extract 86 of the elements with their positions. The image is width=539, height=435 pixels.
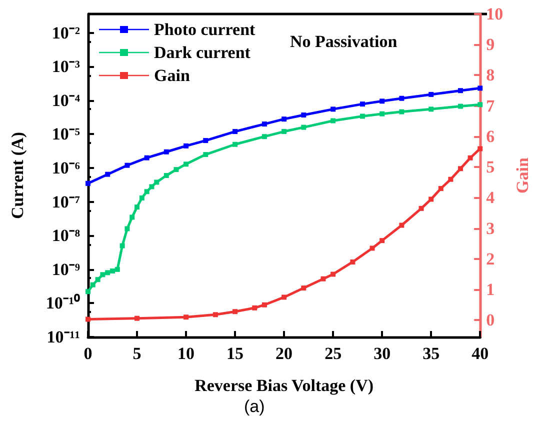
legend-label: Photo current xyxy=(154,20,256,39)
x-tick-label: 5 xyxy=(132,344,142,363)
point xyxy=(203,152,208,158)
legend-label: Gain xyxy=(154,66,190,85)
y2-tick-label: 4 xyxy=(486,188,496,208)
point xyxy=(120,243,125,248)
point xyxy=(301,112,306,118)
point xyxy=(428,92,434,97)
y-axis-title: Current (A) xyxy=(8,132,27,220)
point xyxy=(282,116,287,122)
point xyxy=(330,106,336,112)
y2-tick-label: 7 xyxy=(486,96,496,116)
point xyxy=(154,180,160,185)
point xyxy=(478,102,483,108)
y2-tick-label: 5 xyxy=(486,158,495,177)
point xyxy=(301,124,306,130)
point xyxy=(330,118,336,124)
point xyxy=(399,96,404,101)
point xyxy=(232,129,238,134)
point xyxy=(232,142,238,147)
x-tick-label: 0 xyxy=(84,344,92,363)
y2-tick-label: 3 xyxy=(486,218,495,238)
y-tick-label: 10⁻⁷ xyxy=(52,192,80,212)
y2-tick-label: 10 xyxy=(486,4,504,24)
point xyxy=(360,102,365,107)
point xyxy=(380,111,385,116)
x-tick-label: 35 xyxy=(422,344,440,363)
point xyxy=(380,98,385,104)
legend-label: Dark current xyxy=(154,43,251,62)
point xyxy=(360,114,365,119)
annotation: No Passivation xyxy=(290,32,398,51)
y2-tick-label: 1 xyxy=(486,280,495,300)
y2-axis-title: Gain xyxy=(513,157,532,194)
x-tick-label: 25 xyxy=(324,344,342,363)
point xyxy=(399,109,404,114)
point xyxy=(262,134,267,140)
x-tick-label: 10 xyxy=(178,344,195,363)
point xyxy=(110,268,116,274)
point xyxy=(114,266,120,272)
y2-tick-label: 6 xyxy=(486,126,495,146)
point xyxy=(184,162,189,167)
point xyxy=(144,155,150,160)
x-tick-label: 20 xyxy=(276,344,293,363)
point xyxy=(478,86,483,91)
point xyxy=(174,167,179,172)
point xyxy=(95,277,100,282)
y-tick-label: 10⁻⁵ xyxy=(52,124,80,144)
y-tick-label: 10⁻³ xyxy=(52,57,80,76)
point xyxy=(262,122,267,127)
point xyxy=(458,104,463,109)
point xyxy=(100,272,106,278)
x-tick-label: 30 xyxy=(374,344,391,363)
text: (a) xyxy=(244,397,265,416)
y-tick-label: 10⁻¹¹ xyxy=(46,328,80,346)
point xyxy=(144,189,150,194)
y2-tick-label: 0 xyxy=(486,310,495,330)
point xyxy=(124,162,130,168)
y2-tick-label: 9 xyxy=(486,35,495,54)
point xyxy=(86,180,90,186)
point xyxy=(164,173,169,178)
point xyxy=(282,129,287,134)
point xyxy=(90,282,96,288)
point xyxy=(428,106,434,112)
y-tick-label: 10⁻⁶ xyxy=(52,158,80,178)
y-tick-label: 10⁻⁸ xyxy=(52,226,80,246)
point xyxy=(105,270,110,276)
x-tick-label: 15 xyxy=(226,344,244,363)
point xyxy=(139,195,144,200)
point xyxy=(203,138,208,144)
point xyxy=(184,143,189,148)
y-tick-label: 10⁻⁴ xyxy=(52,90,80,110)
y2-tick-label: 8 xyxy=(486,66,495,85)
y-tick-label: 10⁻¹⁰ xyxy=(46,294,80,313)
point xyxy=(149,184,154,190)
x-axis-title: Reverse Bias Voltage (V) xyxy=(194,376,374,395)
y-tick-label: 10⁻⁹ xyxy=(52,260,80,279)
point xyxy=(458,88,463,94)
point xyxy=(124,226,130,232)
y2-tick-label: 2 xyxy=(486,249,495,268)
x-tick-label: 40 xyxy=(472,344,489,363)
y-tick-label: 10⁻² xyxy=(52,23,80,42)
point xyxy=(105,172,110,177)
point xyxy=(86,289,90,294)
point xyxy=(134,204,140,210)
point xyxy=(130,214,135,220)
point xyxy=(164,149,169,154)
